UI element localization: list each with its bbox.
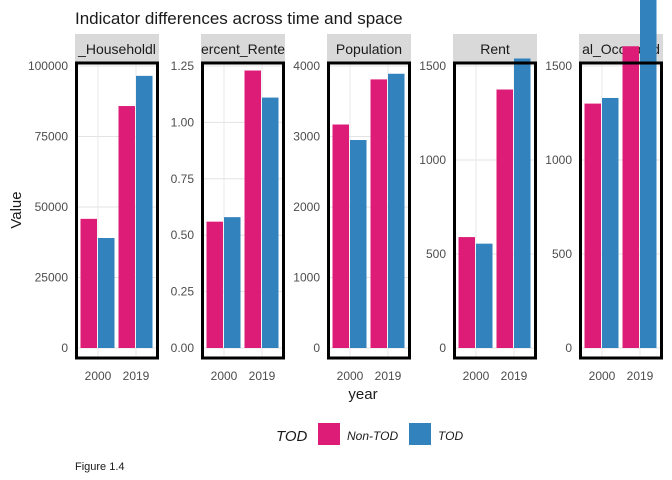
y-tick-label: 1000 <box>293 271 320 285</box>
bar-non-tod-2019 <box>496 89 513 348</box>
facet-strip <box>75 34 159 63</box>
panel-border <box>453 61 537 360</box>
y-tick-label: 500 <box>552 247 572 261</box>
legend-key-non-tod <box>318 423 340 445</box>
x-tick-label: 2000 <box>211 369 238 383</box>
panel-border <box>579 61 663 360</box>
bar-non-tod-2000 <box>80 218 97 348</box>
panel-border <box>75 61 159 360</box>
facet-strip-label: ercent_Rente <box>201 41 285 57</box>
figure-caption: Figure 1.4 <box>75 461 125 473</box>
y-tick-label: 500 <box>426 247 446 261</box>
bar-tod-2019 <box>262 97 279 348</box>
y-tick-label: 1.00 <box>171 115 195 129</box>
bar-tod-2019 <box>640 0 657 348</box>
y-tick-label: 1.25 <box>171 59 195 73</box>
bar-non-tod-2019 <box>118 106 135 348</box>
y-tick-label: 3000 <box>293 130 320 144</box>
legend-label-tod: TOD <box>438 429 463 443</box>
bar-tod-2019 <box>514 58 531 348</box>
y-tick-label: 25000 <box>35 271 69 285</box>
bar-tod-2000 <box>350 140 367 348</box>
y-tick-label: 1500 <box>545 59 572 73</box>
legend: TOD Non-TOD TOD <box>276 423 463 445</box>
legend-title: TOD <box>276 428 308 445</box>
x-tick-label: 2000 <box>85 369 112 383</box>
x-tick-label: 2019 <box>123 369 150 383</box>
y-tick-label: 100000 <box>28 59 68 73</box>
bar-tod-2019 <box>136 75 153 349</box>
x-tick-label: 2019 <box>501 369 528 383</box>
y-tick-label: 0 <box>439 341 446 355</box>
bar-non-tod-2000 <box>458 237 475 348</box>
y-tick-label: 0 <box>565 341 572 355</box>
facet-strip <box>327 34 411 63</box>
facet-percent-renters: ercent_Rente 0.00 0.25 0.50 0.75 1.00 1.25 2000… <box>171 34 285 383</box>
y-tick-label: 1000 <box>419 153 446 167</box>
y-tick-label: 0 <box>313 341 320 355</box>
x-tick-label: 2000 <box>589 369 616 383</box>
y-axis-title: Value <box>8 191 25 228</box>
facet-median-household-income: _Householdl 0 25000 50000 75000 100000 2000 201… <box>28 34 159 383</box>
y-tick-label: 50000 <box>35 200 69 214</box>
bar-non-tod-2000 <box>584 103 601 348</box>
y-tick-label: 1000 <box>545 153 572 167</box>
x-tick-label: 2019 <box>249 369 276 383</box>
bar-tod-2019 <box>388 73 405 348</box>
legend-key-tod <box>409 423 431 445</box>
bar-non-tod-2019 <box>244 70 261 349</box>
x-tick-label: 2000 <box>463 369 490 383</box>
x-axis-title: year <box>348 386 377 403</box>
bar-non-tod-2000 <box>332 124 349 348</box>
facet-strip <box>453 34 537 63</box>
y-tick-label: 75000 <box>35 130 69 144</box>
facet-population: Population 0 1000 2000 3000 4000 2000 2019 <box>293 34 411 383</box>
bar-non-tod-2019 <box>370 79 387 349</box>
x-tick-label: 2000 <box>337 369 364 383</box>
bar-tod-2000 <box>602 97 619 349</box>
y-tick-label: 0.25 <box>171 285 195 299</box>
bar-non-tod-2000 <box>206 221 223 348</box>
bar-tod-2000 <box>98 238 115 348</box>
facet-strip-label: Rent <box>480 41 510 57</box>
chart-title: Indicator differences across time and sp… <box>75 9 403 28</box>
y-tick-label: 0.50 <box>171 228 195 242</box>
y-tick-label: 0.00 <box>171 341 195 355</box>
bar-tod-2000 <box>224 217 241 348</box>
y-tick-label: 0 <box>61 341 68 355</box>
panel-border <box>327 61 411 360</box>
y-tick-label: 2000 <box>293 200 320 214</box>
bar-non-tod-2019 <box>622 46 639 348</box>
y-tick-label: 0.75 <box>171 172 195 186</box>
legend-label-non-tod: Non-TOD <box>347 429 398 443</box>
bar-tod-2000 <box>476 243 493 348</box>
facet-strip-label: Population <box>336 41 402 57</box>
panel-border <box>201 61 285 360</box>
y-tick-label: 4000 <box>293 59 320 73</box>
facet-rent: Rent 0 500 1000 1500 2000 2019 <box>419 34 537 383</box>
x-tick-label: 2019 <box>627 369 654 383</box>
y-tick-label: 1500 <box>419 59 446 73</box>
x-tick-label: 2019 <box>375 369 402 383</box>
facet-strip-label: _Householdl <box>77 41 156 57</box>
facet-strip <box>201 34 285 63</box>
